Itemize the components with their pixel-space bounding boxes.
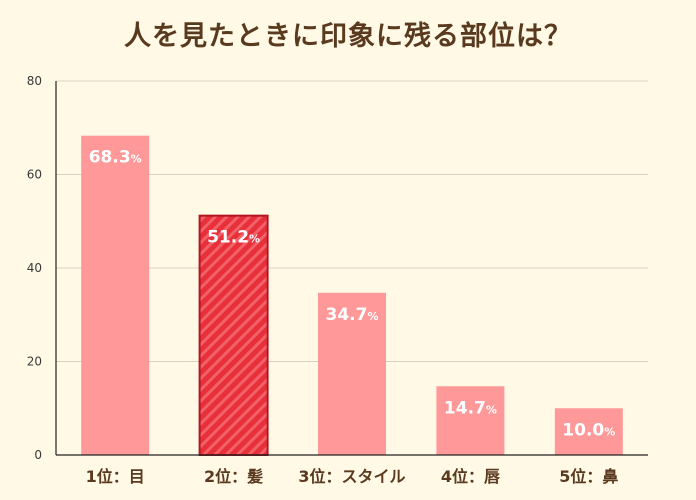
chart-title: 人を見たときに印象に残る部位は？ — [124, 21, 572, 52]
y-tick-label-60: 60 — [27, 168, 42, 182]
y-tick-label-20: 20 — [27, 355, 42, 369]
bar-3 — [318, 292, 386, 455]
bar-2 — [198, 214, 269, 456]
category-label-5: 5位：鼻 — [559, 467, 618, 486]
category-label-4: 4位：唇 — [441, 467, 500, 486]
value-label-2: 51.2% — [207, 228, 260, 248]
category-label-2: 2位：髪 — [204, 467, 263, 486]
category-label-3: 3位：スタイル — [298, 467, 405, 486]
y-tick-label-0: 0 — [34, 448, 42, 462]
value-label-4: 14.7% — [444, 398, 497, 418]
value-label-1: 68.3% — [89, 148, 142, 168]
y-tick-label-80: 80 — [27, 74, 42, 88]
bar-1 — [81, 135, 150, 455]
value-label-3: 34.7% — [326, 305, 379, 325]
bar-4 — [436, 386, 505, 455]
category-label-1: 1位：目 — [86, 467, 145, 486]
bar-5 — [554, 408, 623, 455]
y-tick-label-40: 40 — [27, 261, 42, 275]
value-label-5: 10.0% — [562, 420, 615, 440]
